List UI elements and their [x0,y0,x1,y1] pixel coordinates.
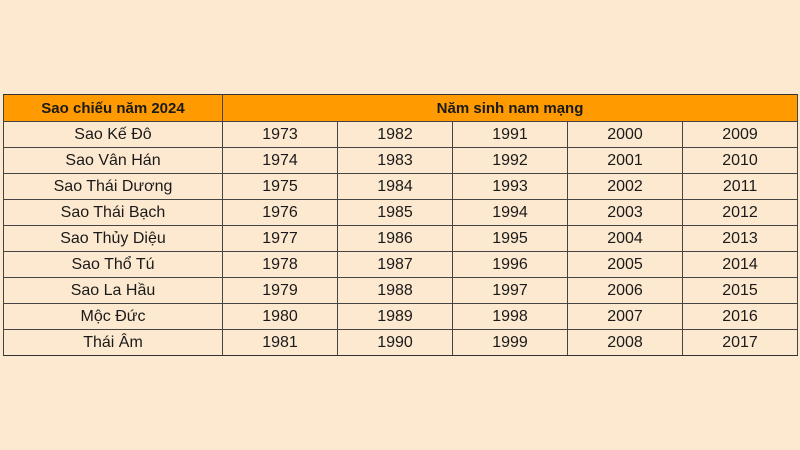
table-row: Sao Thổ Tú 1978 1987 1996 2005 2014 [3,251,799,278]
table-row: Sao Thái Dương 1975 1984 1993 2002 2011 [3,173,799,200]
birth-year-cell: 2001 [567,147,683,174]
star-name-cell: Sao Kế Đô [3,121,223,148]
birth-year-cell: 1995 [452,225,568,252]
table-row: Sao La Hầu 1979 1988 1997 2006 2015 [3,277,799,304]
star-name-cell: Sao Vân Hán [3,147,223,174]
star-name-cell: Sao Thái Dương [3,173,223,200]
birth-year-cell: 1992 [452,147,568,174]
star-name-cell: Sao Thái Bạch [3,199,223,226]
table-header-row: Sao chiếu năm 2024 Năm sinh nam mạng [3,94,799,122]
birth-year-cell: 2002 [567,173,683,200]
table-row: Sao Vân Hán 1974 1983 1992 2001 2010 [3,147,799,174]
birth-year-cell: 1986 [337,225,453,252]
header-years: Năm sinh nam mạng [221,94,799,122]
birth-year-cell: 1981 [222,329,338,356]
birth-year-cell: 1980 [222,303,338,330]
star-year-table: Sao chiếu năm 2024 Năm sinh nam mạng Sao… [3,94,799,356]
birth-year-cell: 1996 [452,251,568,278]
table-row: Sao Kế Đô 1973 1982 1991 2000 2009 [3,121,799,148]
birth-year-cell: 1998 [452,303,568,330]
table-row: Sao Thủy Diệu 1977 1986 1995 2004 2013 [3,225,799,252]
table-body: Sao Kế Đô 1973 1982 1991 2000 2009 Sao Vân Hán… [3,121,799,356]
birth-year-cell: 1977 [222,225,338,252]
birth-year-cell: 1990 [337,329,453,356]
birth-year-cell: 2016 [681,303,799,330]
header-star: Sao chiếu năm 2024 [3,94,223,122]
birth-year-cell: 1997 [452,277,568,304]
birth-year-cell: 1975 [222,173,338,200]
table-row: Mộc Đức 1980 1989 1998 2007 2016 [3,303,799,330]
birth-year-cell: 1978 [222,251,338,278]
birth-year-cell: 2000 [567,121,683,148]
birth-year-cell: 1984 [337,173,453,200]
table-row: Thái Âm 1981 1990 1999 2008 2017 [3,329,799,356]
birth-year-cell: 1989 [337,303,453,330]
birth-year-cell: 2011 [681,173,799,200]
birth-year-cell: 2013 [681,225,799,252]
birth-year-cell: 1985 [337,199,453,226]
birth-year-cell: 1974 [222,147,338,174]
birth-year-cell: 2012 [681,199,799,226]
birth-year-cell: 1979 [222,277,338,304]
birth-year-cell: 1973 [222,121,338,148]
birth-year-cell: 1993 [452,173,568,200]
birth-year-cell: 2003 [567,199,683,226]
birth-year-cell: 1999 [452,329,568,356]
birth-year-cell: 2008 [567,329,683,356]
birth-year-cell: 1988 [337,277,453,304]
birth-year-cell: 1994 [452,199,568,226]
birth-year-cell: 2010 [681,147,799,174]
birth-year-cell: 1976 [222,199,338,226]
birth-year-cell: 2009 [681,121,799,148]
star-name-cell: Sao Thủy Diệu [3,225,223,252]
birth-year-cell: 2014 [681,251,799,278]
birth-year-cell: 2005 [567,251,683,278]
birth-year-cell: 2006 [567,277,683,304]
star-name-cell: Thái Âm [3,329,223,356]
birth-year-cell: 2004 [567,225,683,252]
star-name-cell: Mộc Đức [3,303,223,330]
table-row: Sao Thái Bạch 1976 1985 1994 2003 2012 [3,199,799,226]
birth-year-cell: 1982 [337,121,453,148]
birth-year-cell: 1991 [452,121,568,148]
birth-year-cell: 2017 [681,329,799,356]
birth-year-cell: 1983 [337,147,453,174]
birth-year-cell: 1987 [337,251,453,278]
birth-year-cell: 2007 [567,303,683,330]
star-name-cell: Sao Thổ Tú [3,251,223,278]
star-name-cell: Sao La Hầu [3,277,223,304]
birth-year-cell: 2015 [681,277,799,304]
